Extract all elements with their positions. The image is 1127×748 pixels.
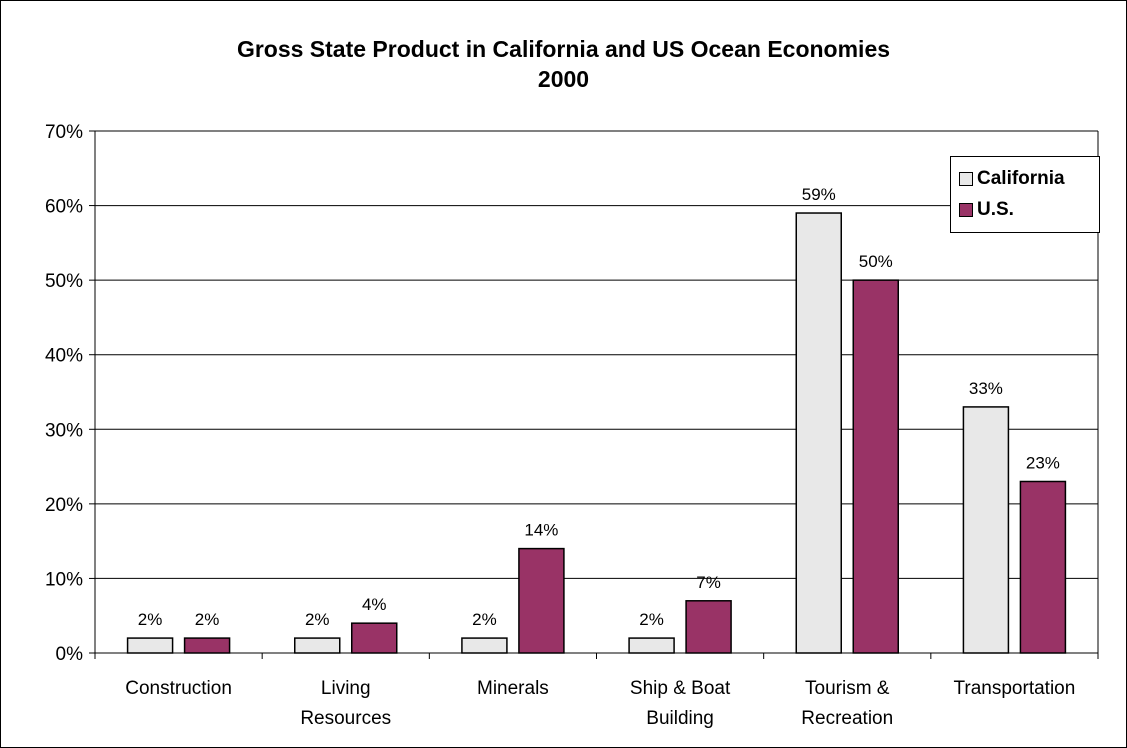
x-tick-label: Transportation bbox=[954, 678, 1076, 699]
x-tick-label: Tourism & bbox=[805, 678, 890, 699]
bar-california bbox=[294, 637, 341, 654]
y-tick-label: 0% bbox=[56, 644, 84, 665]
x-tick-label: Ship & Boat bbox=[630, 678, 731, 699]
legend: California U.S. bbox=[950, 156, 1100, 233]
legend-label-us: U.S. bbox=[977, 199, 1014, 220]
bar-california bbox=[461, 637, 508, 654]
data-label-u-s: 50% bbox=[859, 252, 893, 271]
data-label-california: 2% bbox=[305, 610, 330, 629]
y-tick-label: 30% bbox=[45, 420, 83, 441]
data-label-california: 59% bbox=[802, 185, 836, 204]
legend-label-california: California bbox=[977, 168, 1065, 189]
bar-california bbox=[628, 637, 675, 654]
chart-title: Gross State Product in California and US… bbox=[0, 34, 1127, 94]
y-tick-label: 20% bbox=[45, 495, 83, 516]
y-tick-label: 70% bbox=[45, 122, 83, 143]
bar-u-s bbox=[351, 622, 398, 654]
legend-item-california: California bbox=[959, 167, 1065, 191]
y-tick-label: 60% bbox=[45, 197, 83, 218]
x-tick-label: Building bbox=[646, 708, 714, 729]
bar-u-s bbox=[852, 279, 899, 654]
chart-title-line-2: 2000 bbox=[537, 66, 590, 92]
bar-u-s bbox=[1019, 480, 1067, 654]
data-label-california: 2% bbox=[639, 610, 664, 629]
bar-california bbox=[126, 637, 174, 654]
x-tick-label: Resources bbox=[300, 708, 391, 729]
x-tick-label: Recreation bbox=[801, 708, 893, 729]
data-label-california: 33% bbox=[969, 379, 1003, 398]
data-label-u-s: 2% bbox=[195, 610, 220, 629]
data-label-u-s: 14% bbox=[524, 521, 558, 540]
chart-title-line-1: Gross State Product in California and US… bbox=[236, 36, 891, 62]
x-tick-label: Construction bbox=[125, 678, 232, 699]
bar-california bbox=[795, 212, 842, 654]
y-tick-label: 10% bbox=[45, 569, 83, 590]
legend-swatch-us bbox=[959, 203, 973, 217]
y-tick-label: 50% bbox=[45, 271, 83, 292]
y-tick-label: 40% bbox=[45, 346, 83, 367]
legend-item-us: U.S. bbox=[959, 198, 1014, 222]
legend-swatch-california bbox=[959, 172, 973, 186]
data-label-california: 2% bbox=[472, 610, 497, 629]
x-tick-label: Minerals bbox=[477, 678, 549, 699]
x-tick-label: Living bbox=[321, 678, 371, 699]
data-label-u-s: 7% bbox=[696, 573, 721, 592]
data-label-u-s: 23% bbox=[1026, 453, 1060, 472]
bar-u-s bbox=[685, 600, 732, 654]
data-label-u-s: 4% bbox=[362, 595, 387, 614]
bar-u-s bbox=[183, 637, 231, 654]
bar-u-s bbox=[518, 547, 565, 654]
data-label-california: 2% bbox=[138, 610, 163, 629]
bar-california bbox=[962, 406, 1010, 654]
